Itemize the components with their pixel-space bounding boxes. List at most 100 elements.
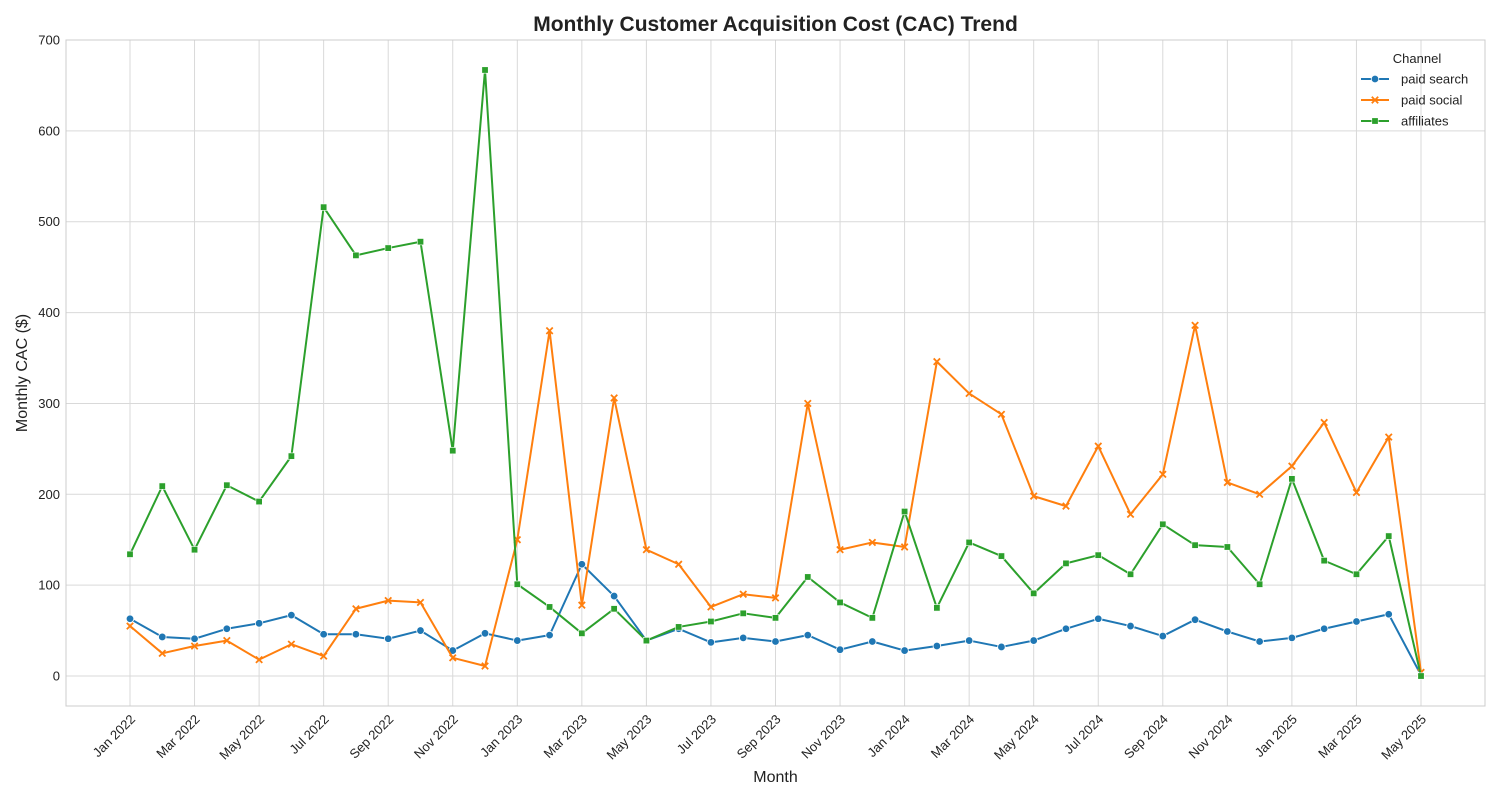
data-point-paid-search <box>706 638 716 647</box>
data-point-paid-social <box>158 649 167 658</box>
x-tick-label: Mar 2023 <box>541 712 590 761</box>
series-paid-social <box>126 321 1425 677</box>
data-point-paid-social <box>1094 442 1103 450</box>
y-tick-label: 0 <box>53 669 60 684</box>
data-point-paid-search <box>125 614 135 623</box>
data-point-paid-search <box>1352 617 1361 626</box>
data-point-affiliates <box>868 614 876 622</box>
data-point-paid-search <box>1126 621 1135 631</box>
data-point-paid-social <box>707 603 715 611</box>
chart-title: Monthly Customer Acquisition Cost (CAC) … <box>533 13 1018 36</box>
legend-title: Channel <box>1393 51 1442 66</box>
data-point-affiliates <box>255 498 263 506</box>
data-point-paid-search <box>254 619 264 628</box>
data-point-paid-search <box>384 634 393 643</box>
data-point-affiliates <box>223 481 231 489</box>
data-point-paid-social <box>287 640 296 649</box>
x-tick-label: Jan 2025 <box>1252 712 1300 760</box>
data-point-affiliates <box>191 546 199 554</box>
data-point-paid-social <box>578 601 586 609</box>
data-point-paid-search <box>835 645 845 654</box>
data-point-affiliates <box>1223 543 1231 551</box>
data-point-paid-social <box>933 357 941 366</box>
data-point-affiliates <box>804 573 812 581</box>
data-point-affiliates <box>1062 559 1070 567</box>
legend-item-affiliates: affiliates <box>1361 114 1449 129</box>
data-point-paid-search <box>222 624 232 633</box>
data-point-paid-social <box>1352 488 1361 497</box>
data-point-paid-social <box>1320 418 1329 427</box>
data-point-paid-social <box>1191 321 1199 330</box>
data-point-affiliates <box>1191 541 1199 549</box>
data-point-paid-search <box>1223 627 1232 636</box>
legend-label-affiliates: affiliates <box>1401 114 1449 129</box>
data-point-paid-social <box>836 545 844 554</box>
data-point-paid-social <box>1384 433 1393 441</box>
data-point-paid-social <box>1062 502 1070 510</box>
grid <box>66 39 1485 706</box>
x-tick-label: Nov 2023 <box>798 712 848 762</box>
data-point-paid-search <box>739 633 748 643</box>
data-point-paid-social <box>642 545 651 554</box>
x-tick-label: Jul 2022 <box>286 712 331 757</box>
data-point-paid-search <box>1287 633 1297 643</box>
data-point-paid-search <box>964 636 974 645</box>
x-tick-label: Mar 2024 <box>928 712 977 761</box>
legend: Channel paid search paid social affiliates <box>1361 51 1468 129</box>
x-tick-label: May 2022 <box>216 712 267 763</box>
data-point-affiliates <box>158 482 166 490</box>
legend-label-paid-search: paid search <box>1401 72 1468 87</box>
y-tick-label: 200 <box>38 487 60 502</box>
data-point-paid-social <box>900 543 909 551</box>
data-point-affiliates <box>1385 532 1393 540</box>
data-point-paid-social <box>803 399 812 408</box>
x-axis-label: Month <box>753 769 797 786</box>
data-point-paid-social <box>222 636 231 645</box>
data-point-affiliates <box>287 452 295 460</box>
data-point-paid-social <box>1223 478 1232 487</box>
x-tick-label: Mar 2025 <box>1315 712 1364 761</box>
y-tick-label: 500 <box>38 214 60 229</box>
data-point-affiliates <box>1127 570 1135 578</box>
legend-marker-paid-search <box>1370 74 1380 84</box>
data-point-affiliates <box>1320 557 1328 565</box>
data-point-affiliates <box>997 552 1005 560</box>
data-point-affiliates <box>481 66 489 74</box>
data-point-affiliates <box>1094 551 1102 559</box>
x-axis-ticks: Jan 2022 Mar 2022 May 2022 Jul 2022 Sep 2022… <box>90 712 1429 763</box>
data-point-paid-search <box>771 637 780 646</box>
data-point-paid-search <box>319 630 328 639</box>
y-tick-label: 400 <box>38 305 60 320</box>
data-point-affiliates <box>578 629 586 637</box>
data-point-affiliates <box>449 447 457 455</box>
x-tick-label: Sep 2024 <box>1121 712 1171 762</box>
data-point-paid-search <box>190 634 199 643</box>
data-point-affiliates <box>901 508 909 516</box>
x-tick-label: Nov 2022 <box>411 712 461 762</box>
data-point-affiliates <box>352 251 360 259</box>
data-point-affiliates <box>642 637 650 645</box>
data-point-paid-social <box>190 642 199 650</box>
data-point-paid-social <box>319 652 328 660</box>
y-axis-ticks: 0 100 200 300 400 500 600 700 <box>38 33 60 684</box>
data-point-paid-search <box>577 560 587 569</box>
data-point-affiliates <box>933 604 941 612</box>
data-point-paid-social <box>1158 470 1167 479</box>
data-point-paid-search <box>932 641 942 651</box>
data-point-paid-search <box>1319 624 1329 633</box>
data-point-affiliates <box>1417 672 1425 680</box>
data-point-paid-search <box>997 642 1006 652</box>
data-point-paid-social <box>384 596 393 605</box>
data-point-affiliates <box>836 598 844 606</box>
data-point-paid-social <box>1255 490 1264 499</box>
data-point-affiliates <box>771 614 779 622</box>
series-affiliates <box>126 66 1425 680</box>
data-point-paid-social <box>965 389 973 398</box>
x-tick-label: May 2025 <box>1378 712 1429 763</box>
data-point-affiliates <box>965 538 973 546</box>
data-point-paid-social <box>868 538 877 547</box>
data-point-paid-search <box>803 630 812 640</box>
data-point-affiliates <box>1256 580 1264 588</box>
data-point-affiliates <box>739 609 747 617</box>
